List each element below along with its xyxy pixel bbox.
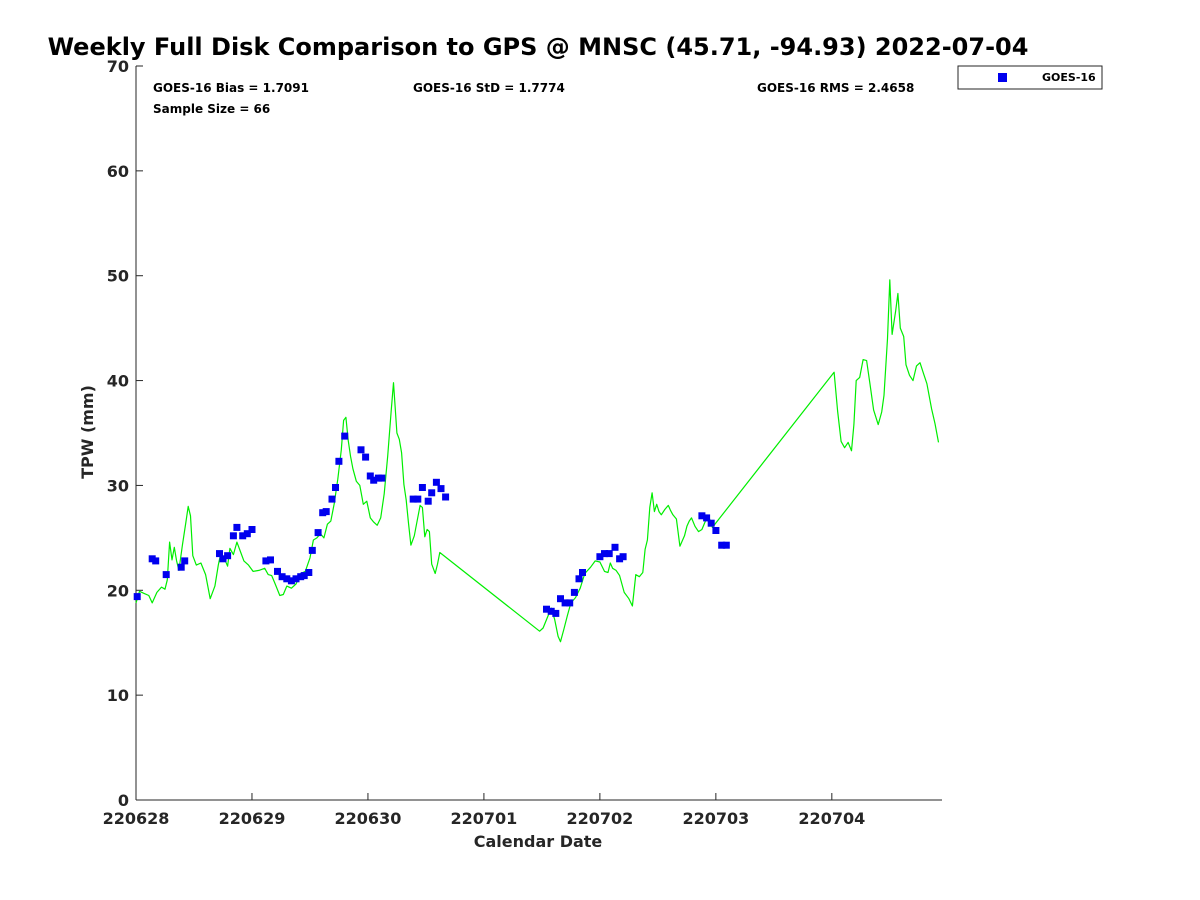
goes-point xyxy=(575,575,583,583)
legend-marker xyxy=(998,73,1007,82)
goes-point xyxy=(579,569,586,576)
goes-point xyxy=(283,575,291,583)
goes-point xyxy=(566,599,574,607)
goes-point xyxy=(605,550,613,558)
goes-point xyxy=(239,532,247,540)
chart-title: Weekly Full Disk Comparison to GPS @ MNS… xyxy=(48,33,1029,61)
y-tick-label: 20 xyxy=(107,581,129,600)
goes-point xyxy=(437,485,445,493)
goes-point xyxy=(424,497,432,505)
x-tick-label: 220629 xyxy=(219,809,286,828)
goes-point xyxy=(162,571,170,579)
goes-point xyxy=(428,489,436,497)
goes-point xyxy=(570,588,578,596)
goes-point xyxy=(177,563,185,571)
goes-point xyxy=(308,546,316,554)
goes-point xyxy=(601,550,608,558)
goes-point xyxy=(248,526,256,533)
y-tick-label: 70 xyxy=(107,57,129,76)
goes-point xyxy=(547,607,555,615)
goes-point xyxy=(698,512,706,520)
goes-point xyxy=(409,495,417,503)
goes-point xyxy=(362,453,370,461)
goes-point xyxy=(278,573,286,581)
goes-point xyxy=(224,552,232,560)
y-tick-label: 10 xyxy=(107,686,129,705)
goes-point xyxy=(328,495,336,503)
y-axis-label: TPW (mm) xyxy=(78,385,97,479)
x-tick-label: 220704 xyxy=(798,809,865,828)
x-tick-label: 220703 xyxy=(682,809,749,828)
goes-point xyxy=(335,457,343,465)
goes-series xyxy=(133,432,730,617)
x-tick-label: 220701 xyxy=(451,809,518,828)
goes-point xyxy=(262,557,270,565)
goes-point xyxy=(414,495,422,503)
goes-point xyxy=(181,557,189,565)
goes-point xyxy=(267,556,274,564)
x-tick-label: 220630 xyxy=(335,809,402,828)
legend-label: GOES-16 xyxy=(1042,71,1096,84)
goes-point xyxy=(703,514,711,522)
goes-point xyxy=(561,599,569,607)
goes-point xyxy=(442,493,450,501)
legend-box xyxy=(957,65,1103,90)
y-tick-label: 40 xyxy=(107,372,129,391)
goes-point xyxy=(378,474,386,482)
goes-point xyxy=(718,541,726,549)
goes-point xyxy=(722,541,730,549)
goes-point xyxy=(619,553,627,561)
std-stat: GOES-16 StD = 1.7774 xyxy=(413,81,565,95)
goes-point xyxy=(300,572,308,580)
goes-point xyxy=(366,472,374,480)
goes-point xyxy=(243,530,251,538)
goes-point xyxy=(133,593,141,601)
x-tick-label: 220628 xyxy=(103,809,170,828)
rms-stat: GOES-16 RMS = 2.4658 xyxy=(757,81,914,95)
y-tick-label: 60 xyxy=(107,162,129,181)
y-tick-label: 0 xyxy=(118,791,129,810)
bias-stat: GOES-16 Bias = 1.7091 xyxy=(153,81,309,95)
goes-point xyxy=(341,432,349,440)
goes-point xyxy=(418,484,426,491)
goes-point xyxy=(712,527,720,534)
goes-point xyxy=(322,508,330,516)
plot-area xyxy=(135,66,942,801)
goes-point xyxy=(552,609,560,617)
y-ticks: 0 10 20 30 40 50 60 70 xyxy=(107,57,143,810)
goes-point xyxy=(314,529,322,537)
goes-point xyxy=(370,476,378,484)
legend: GOES-16 xyxy=(957,65,1103,90)
goes-point xyxy=(152,557,160,565)
goes-point xyxy=(287,577,295,585)
goes-point xyxy=(229,532,237,540)
goes-point xyxy=(596,553,604,561)
goes-point xyxy=(557,595,564,603)
gps-line xyxy=(135,279,940,643)
goes-point xyxy=(305,569,313,576)
goes-point xyxy=(543,605,550,613)
goes-point xyxy=(219,555,227,563)
gps-series xyxy=(135,279,940,643)
goes-point xyxy=(432,478,440,486)
x-axis-label: Calendar Date xyxy=(474,832,603,851)
goes-point xyxy=(707,519,715,527)
goes-point xyxy=(332,484,339,491)
y-tick-label: 30 xyxy=(107,476,129,495)
goes-point xyxy=(611,543,619,551)
y-tick-label: 50 xyxy=(107,267,129,286)
x-ticks: 220628 220629 220630 220701 220702 220703 2207… xyxy=(103,793,865,828)
goes-point xyxy=(233,523,241,531)
goes-point xyxy=(274,567,281,575)
x-tick-label: 220702 xyxy=(566,809,633,828)
goes-point xyxy=(216,550,223,558)
sample-size-stat: Sample Size = 66 xyxy=(153,102,270,116)
goes-point xyxy=(357,446,365,454)
goes-point xyxy=(292,575,300,583)
